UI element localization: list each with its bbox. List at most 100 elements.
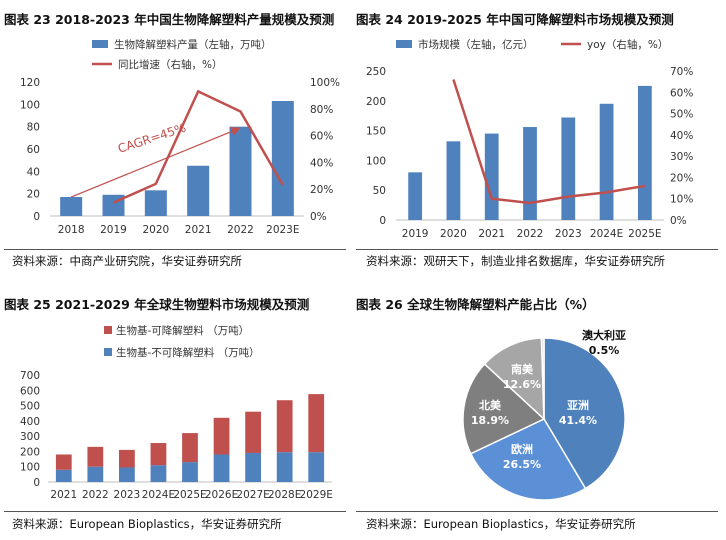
y-tick-label: 600 [20,385,40,397]
x-tick-label: 2029E [300,489,333,501]
y-tick-label: 0 [33,477,40,489]
pie-slice [540,337,545,420]
bar [599,103,614,220]
x-tick-label: 2022 [227,224,254,236]
y-tick-label: 500 [20,401,40,413]
bar [60,197,83,216]
x-tick-label: 2025E [628,228,661,240]
figure-25-source: 资料来源：European Bioplastics，华安证券研究所 [12,517,282,531]
x-tick-label: 2023 [555,228,582,240]
stacked-bar-degradable [245,411,261,453]
stacked-bar-nondegradable [182,462,198,482]
stacked-bar-nondegradable [245,452,261,482]
stacked-bar-nondegradable [87,466,104,482]
y-tick-label: 100 [20,462,40,474]
right-tick-label: 60% [670,87,693,99]
x-tick-label: 2027E [236,489,269,501]
x-tick-label: 2022 [82,489,109,501]
bar [561,117,576,220]
stacked-bar-nondegradable [119,467,135,482]
right-tick-label: 0% [310,211,327,223]
pie-slice [462,362,546,455]
right-tick-label: 40% [670,130,693,142]
slice-name-label: 欧洲 [511,442,533,456]
figure-24-source: 资料来源：观研天下，制造业排名数据库，华安证券研究所 [366,254,665,268]
chart-26: 亚洲 41.4% 欧洲 26.5% 北美 18.9% 南美 12.6% 澳大利亚 0.5% [462,328,626,501]
x-tick-label: 2019 [402,228,429,240]
legend-label-nondegradable: 生物基-不可降解塑料 （万吨） [116,346,260,359]
left-tick-label: 200 [366,96,386,108]
slice-value-label: 18.9% [471,414,509,427]
x-tick-label: 2019 [100,224,127,236]
right-tick-label: 70% [670,66,693,78]
bar [144,190,167,216]
legend-swatch-nondegradable [104,348,112,356]
cagr-arrow [70,126,241,198]
divider [4,249,346,250]
left-tick-label: 150 [366,126,386,138]
bar [637,85,652,221]
right-tick-label: 80% [310,104,333,116]
figure-23-source: 资料来源：中商产业研究院，华安证券研究所 [12,254,242,268]
y-tick-label: 300 [20,431,40,443]
divider [356,511,718,512]
bar [271,100,294,216]
stacked-bar-degradable [119,449,135,468]
slice-value-label: 41.4% [559,414,597,427]
x-tick-label: 2021 [50,489,77,501]
pie-slice [469,418,587,501]
left-tick-label: 250 [366,66,386,78]
stacked-bar-degradable [55,454,72,470]
bar [523,127,537,220]
right-tick-label: 60% [310,131,333,143]
divider [356,249,718,250]
figure-25-title: 图表 25 2021-2029 年全球生物塑料市场规模及预测 [4,297,310,312]
slice-value-label: 0.5% [589,344,620,357]
figure-23-title: 图表 23 2018-2023 年中国生物降解塑料产量规模及预测 [4,12,335,27]
figure-26-source: 资料来源：European Bioplastics，华安证券研究所 [366,517,636,531]
right-tick-label: 20% [670,172,693,184]
slice-name-label: 澳大利亚 [582,328,626,342]
bar [446,141,461,220]
left-tick-label: 50 [373,185,386,197]
chart-25: 生物基-可降解塑料 （万吨） 生物基-不可降解塑料 （万吨） 0 100 200 300 4… [20,324,333,501]
slice-name-label: 南美 [511,362,534,376]
stacked-bar-degradable [276,400,293,453]
stacked-bar-nondegradable [213,454,230,482]
right-tick-label: 10% [670,194,693,206]
chart-24: 市场规模（左轴，亿元） yoy（右轴，%） 0 50 100 150 200 250 0% 10%… [366,38,693,240]
x-tick-label: 2024E [590,228,623,240]
x-tick-label: 2023E [266,224,299,236]
x-tick-label: 2022 [517,228,544,240]
x-tick-label: 2018 [58,224,85,236]
left-tick-label: 100 [366,155,386,167]
slice-value-label: 12.6% [503,378,541,391]
x-tick-label: 2021 [478,228,505,240]
stacked-bar-degradable [150,443,167,466]
bar [187,165,210,216]
stacked-bar-nondegradable [150,465,167,482]
stacked-bar-nondegradable [276,452,293,482]
legend-bar-swatch [396,40,412,48]
bar [408,172,423,220]
right-tick-label: 0% [670,215,687,227]
y-tick-label: 700 [20,370,40,382]
left-tick-label: 100 [20,99,40,111]
legend-label-degradable: 生物基-可降解塑料 （万吨） [116,324,249,337]
x-tick-label: 2025E [173,489,206,501]
stacked-bar-nondegradable [55,469,72,482]
left-tick-label: 0 [379,215,386,227]
left-tick-label: 60 [27,144,40,156]
legend-bar-label: 生物降解塑料产量（左轴，万吨） [114,38,272,51]
x-tick-label: 2028E [268,489,301,501]
divider [4,511,346,512]
right-tick-label: 100% [310,77,340,89]
y-tick-label: 200 [20,446,40,458]
line-series [112,89,284,204]
right-tick-label: 40% [310,157,333,169]
x-tick-label: 2020 [142,224,169,236]
pie-slice [483,337,545,421]
stacked-bar-degradable [308,394,325,453]
stacked-bar-degradable [213,417,230,455]
chart-23: 生物降解塑料产量（左轴，万吨） 同比增速（右轴，%） 0 20 40 60 80 100 120… [20,38,340,236]
